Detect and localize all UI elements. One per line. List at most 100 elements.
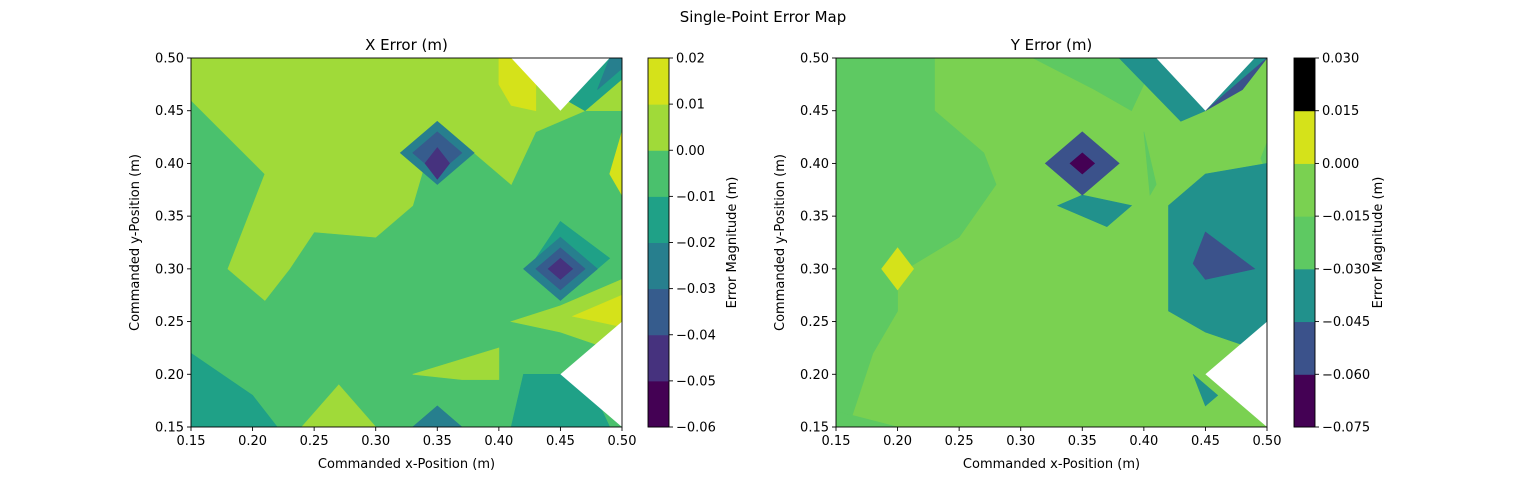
contour-region — [191, 352, 278, 427]
colorbar-tick-label: 0.02 — [676, 52, 705, 67]
x-tick-label: 0.50 — [1253, 434, 1282, 449]
x-tick-label: 0.45 — [546, 434, 575, 449]
plot-frame — [190, 57, 623, 428]
colorbar-tick-label: 0.01 — [676, 98, 705, 113]
y-tick-label: 0.30 — [155, 262, 184, 277]
contour-region — [836, 58, 997, 427]
x-tick-label: 0.30 — [1006, 434, 1035, 449]
y-error-panel: 0.15 0.20 0.25 0.30 0.35 0.40 0.45 0.50 0.15 0.20… — [773, 36, 1386, 472]
colorbar-tick-label: −0.075 — [1322, 421, 1370, 436]
colorbar-band — [648, 58, 669, 105]
colorbar-tick-label: −0.045 — [1322, 315, 1370, 330]
no-data-region — [560, 321, 622, 427]
panel-title: Y Error (m) — [1010, 36, 1093, 54]
contour-region — [547, 257, 574, 280]
y-tick-label: 0.40 — [155, 157, 184, 172]
y-tick-label: 0.25 — [155, 315, 184, 330]
contour-region — [510, 279, 622, 354]
contour-region — [1192, 374, 1219, 407]
colorbar-tick-label: −0.030 — [1322, 262, 1370, 277]
x-tick-label: 0.30 — [361, 434, 390, 449]
y-tick-label: 0.35 — [155, 210, 184, 225]
colorbar-tick-label: −0.01 — [676, 190, 716, 205]
y-tick-label: 0.35 — [800, 210, 829, 225]
y-tick-label: 0.30 — [800, 262, 829, 277]
x-tick-label: 0.25 — [300, 434, 329, 449]
colorbar-band — [648, 196, 669, 243]
colorbar-band — [648, 288, 669, 336]
colorbar-tick-label: 0.00 — [676, 144, 705, 159]
y-tick-label: 0.20 — [155, 368, 184, 383]
contour-region — [597, 58, 622, 90]
plot-frame — [835, 57, 1268, 428]
y-tick-label: 0.15 — [155, 421, 184, 436]
colorbar-band — [1294, 374, 1315, 428]
colorbar-tick-label: −0.04 — [676, 328, 716, 343]
x-tick-label: 0.35 — [1068, 434, 1097, 449]
contour-region — [836, 410, 898, 427]
contour-region — [412, 405, 463, 427]
contour-region — [1069, 152, 1096, 175]
colorbar-band — [648, 334, 669, 382]
x-tick-label: 0.20 — [238, 434, 267, 449]
y-tick-label: 0.40 — [800, 157, 829, 172]
contour-region — [609, 131, 622, 196]
x-error-panel: 0.15 0.20 0.25 0.30 0.35 0.40 0.45 0.50 0.15 0.20… — [128, 36, 740, 472]
contour-region — [1032, 58, 1157, 112]
x-tick-label: 0.50 — [608, 434, 637, 449]
x-tick-label: 0.20 — [883, 434, 912, 449]
colorbar-band — [648, 242, 669, 290]
colorbar-tick-label: 0.000 — [1322, 157, 1359, 172]
colorbar-band — [648, 380, 669, 428]
x-tick-label: 0.35 — [423, 434, 452, 449]
contour-field — [836, 58, 1267, 427]
colorbar-tick-label: −0.06 — [676, 421, 716, 436]
colorbar-tick-label: −0.03 — [676, 282, 716, 297]
y-tick-label: 0.20 — [800, 368, 829, 383]
colorbar-band — [648, 104, 669, 151]
contour-region — [424, 147, 450, 180]
y-tick-label: 0.15 — [800, 421, 829, 436]
x-tick-label: 0.40 — [1129, 434, 1158, 449]
colorbar-band — [1294, 321, 1315, 375]
colorbar-band — [1294, 216, 1315, 270]
colorbar-frame — [1293, 57, 1316, 428]
colorbar-label: Error Magnitude (m) — [725, 177, 740, 309]
x-axis-label: Commanded x-Position (m) — [963, 457, 1140, 472]
y-axis-label: Commanded y-Position (m) — [773, 154, 788, 331]
contour-region — [1205, 58, 1267, 111]
contour-region — [301, 384, 377, 427]
colorbar-tick-label: −0.015 — [1322, 210, 1370, 225]
x-tick-label: 0.40 — [484, 434, 513, 449]
contour-field — [191, 58, 622, 427]
contour-region — [1143, 131, 1157, 197]
colorbar-band — [1294, 58, 1315, 112]
y-axis-label: Commanded y-Position (m) — [128, 154, 143, 331]
figure-title: Single-Point Error Map — [680, 8, 847, 26]
colorbar-tick-label: −0.060 — [1322, 368, 1370, 383]
contour-region — [412, 347, 500, 380]
y-tick-label: 0.25 — [800, 315, 829, 330]
x-tick-label: 0.15 — [822, 434, 851, 449]
colorbar-band — [1294, 163, 1315, 217]
y-tick-label: 0.45 — [800, 104, 829, 119]
colorbar-tick-label: −0.05 — [676, 374, 716, 389]
colorbar-label: Error Magnitude (m) — [1371, 177, 1386, 309]
colorbar-band — [1294, 110, 1315, 164]
x-tick-label: 0.15 — [177, 434, 206, 449]
colorbar-tick-label: 0.015 — [1322, 104, 1359, 119]
x-axis-label: Commanded x-Position (m) — [318, 457, 495, 472]
no-data-region — [1205, 321, 1267, 427]
x-tick-label: 0.45 — [1191, 434, 1220, 449]
contour-region — [1192, 231, 1256, 280]
y-tick-label: 0.50 — [800, 52, 829, 67]
colorbar-tick-label: 0.030 — [1322, 52, 1359, 67]
colorbar-tick-label: −0.02 — [676, 236, 716, 251]
panel-title: X Error (m) — [365, 36, 448, 54]
colorbar-band — [648, 150, 669, 197]
contour-region — [1260, 58, 1267, 175]
no-data-region — [1156, 58, 1255, 111]
no-data-region — [511, 58, 610, 111]
